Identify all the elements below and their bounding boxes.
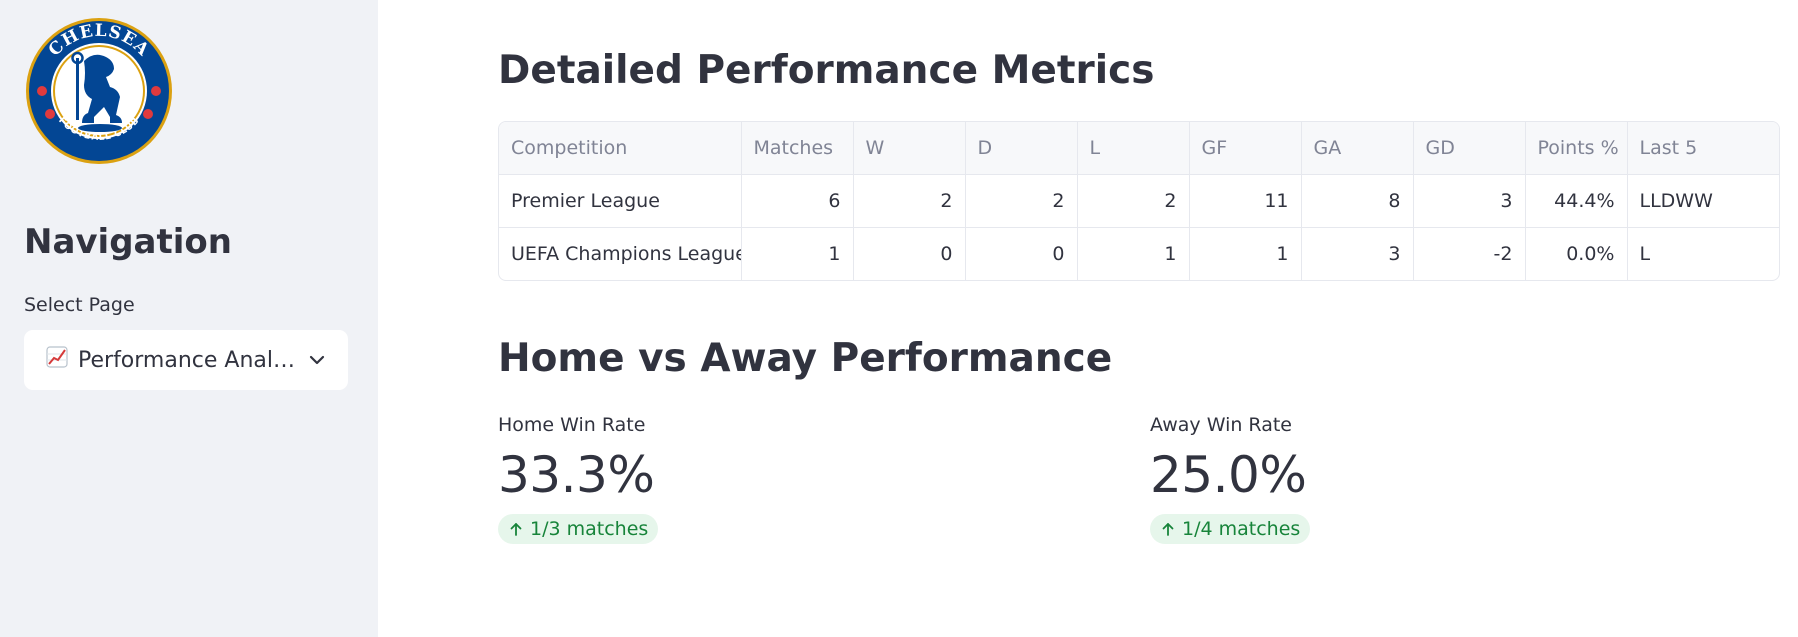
table-cell[interactable]: 1 <box>741 227 854 280</box>
chevron-down-icon <box>309 355 325 365</box>
home-win-rate-metric: Home Win Rate 33.3% 1/3 matches <box>498 414 659 544</box>
column-header[interactable]: Matches <box>741 122 854 175</box>
table-cell[interactable]: 3 <box>1301 227 1414 280</box>
table-cell[interactable]: 0 <box>853 227 966 280</box>
column-header[interactable]: W <box>853 122 966 175</box>
select-current-value: Performance Analysis <box>78 347 306 373</box>
table-cell[interactable]: 1 <box>1077 227 1190 280</box>
navigation-title: Navigation <box>24 222 232 262</box>
table-cell[interactable]: Premier League <box>499 174 742 228</box>
column-header[interactable]: GA <box>1301 122 1414 175</box>
table-cell[interactable]: 8 <box>1301 174 1414 228</box>
table-row: UEFA Champions League 1 0 0 1 1 3 -2 0.0… <box>499 227 1779 280</box>
sidebar: CHELSEA FOOTBALL CLUB Navigation Select … <box>0 0 378 637</box>
table-cell[interactable]: 2 <box>1077 174 1190 228</box>
table-row: Premier League 6 2 2 2 11 8 3 44.4% LLDW… <box>499 174 1779 228</box>
column-header[interactable]: D <box>965 122 1078 175</box>
metric-value: 33.3% <box>498 446 655 504</box>
table-cell[interactable]: 1 <box>1189 227 1302 280</box>
table-cell[interactable]: 0.0% <box>1525 227 1628 280</box>
table-cell[interactable]: 2 <box>965 174 1078 228</box>
arrow-up-icon <box>510 523 522 536</box>
table-cell[interactable]: UEFA Champions League <box>499 227 742 280</box>
page-select-dropdown[interactable]: Performance Analysis <box>24 330 348 390</box>
table-cell[interactable]: 6 <box>741 174 854 228</box>
metric-label: Home Win Rate <box>498 414 646 436</box>
table-cell[interactable]: 3 <box>1413 174 1526 228</box>
metric-delta-text: 1/4 matches <box>1182 518 1301 540</box>
table-cell[interactable]: 2 <box>853 174 966 228</box>
column-header[interactable]: Last 5 <box>1627 122 1779 175</box>
metric-delta-text: 1/3 matches <box>530 518 649 540</box>
chelsea-crest-logo: CHELSEA FOOTBALL CLUB <box>26 18 172 164</box>
column-header[interactable]: Points % <box>1525 122 1628 175</box>
table-cell[interactable]: 44.4% <box>1525 174 1628 228</box>
performance-metrics-table[interactable]: Competition Matches W D L GF GA GD Point… <box>498 121 1780 281</box>
table-cell[interactable]: -2 <box>1413 227 1526 280</box>
metric-delta-badge: 1/3 matches <box>498 514 659 544</box>
metric-delta-badge: 1/4 matches <box>1150 514 1311 544</box>
column-header[interactable]: Competition <box>499 122 742 175</box>
table-header-row: Competition Matches W D L GF GA GD Point… <box>499 122 1779 175</box>
home-away-section-title: Home vs Away Performance <box>498 336 1113 381</box>
away-win-rate-metric: Away Win Rate 25.0% 1/4 matches <box>1150 414 1311 544</box>
arrow-up-icon <box>1162 523 1174 536</box>
column-header[interactable]: L <box>1077 122 1190 175</box>
table-cell[interactable]: 11 <box>1189 174 1302 228</box>
metric-label: Away Win Rate <box>1150 414 1292 436</box>
table-cell[interactable]: LLDWW <box>1627 174 1779 228</box>
table-cell[interactable]: L <box>1639 243 1651 265</box>
chart-increasing-icon <box>46 346 68 374</box>
table-cell[interactable]: 0 <box>965 227 1078 280</box>
column-header[interactable]: GF <box>1189 122 1302 175</box>
metrics-section-title: Detailed Performance Metrics <box>498 48 1155 93</box>
metric-value: 25.0% <box>1150 446 1307 504</box>
column-header[interactable]: GD <box>1413 122 1526 175</box>
select-page-label: Select Page <box>24 294 135 316</box>
